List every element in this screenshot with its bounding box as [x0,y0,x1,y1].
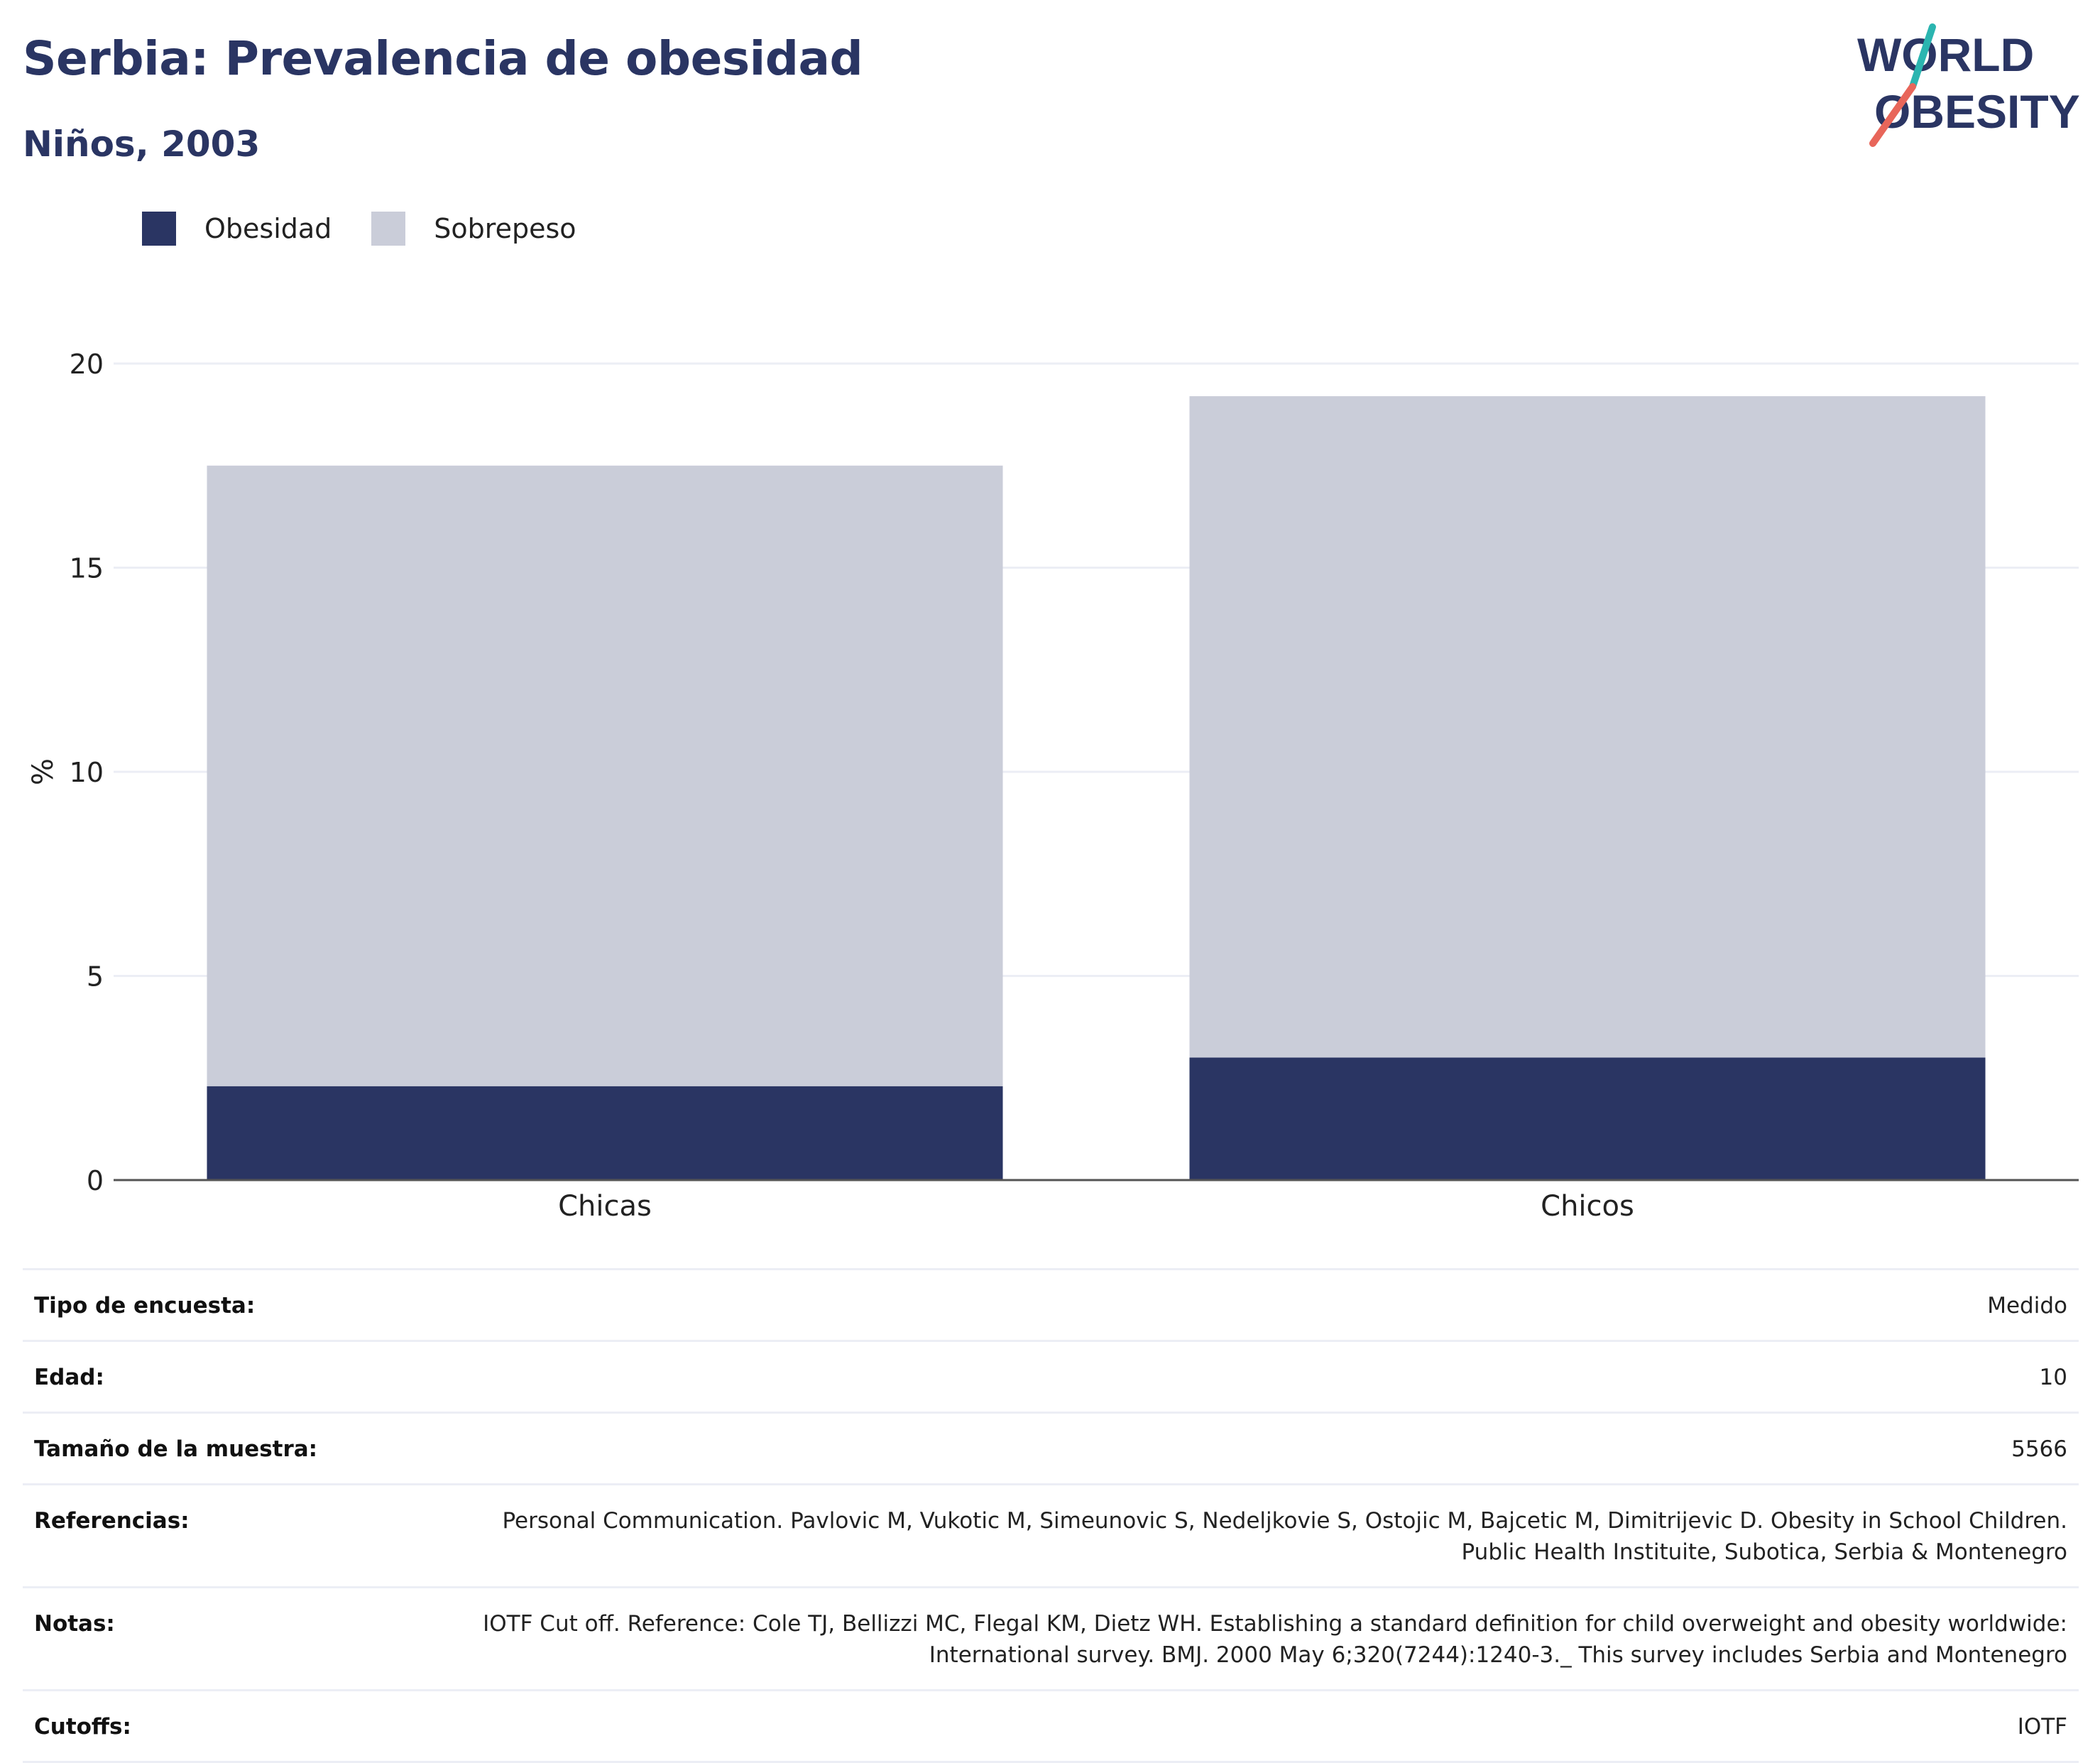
meta-row-sample-size: Tamaño de la muestra: 5566 [23,1412,2079,1483]
meta-label: Referencias: [34,1508,190,1534]
legend-swatch-sobrepeso [371,212,406,246]
bar-obesidad-chicos [1189,1057,1986,1180]
bar-sobrepeso-chicas [207,465,1003,1086]
meta-value: Personal Communication. Pavlovic M, Vuko… [502,1508,2067,1565]
y-axis-label: % [27,758,60,785]
y-tick-label: 5 [87,961,104,993]
meta-value: 10 [2039,1365,2067,1390]
bar-chart: 0 5 10 15 20% Chicas Chicos [27,349,2079,1223]
y-tick-label: 15 [70,553,104,584]
meta-value: IOTF [2017,1714,2067,1740]
legend-item-sobrepeso[interactable]: Sobrepeso [371,212,576,246]
legend-label-sobrepeso: Sobrepeso [434,213,576,244]
legend-item-obesidad[interactable]: Obesidad [142,212,332,246]
meta-label: Cutoffs: [34,1714,131,1740]
meta-label: Notas: [34,1611,115,1637]
legend-swatch-obesidad [142,212,176,246]
x-tick-label: Chicos [1541,1190,1634,1223]
x-tick-label: Chicas [558,1190,652,1223]
meta-label: Tipo de encuesta: [34,1293,256,1319]
meta-label: Edad: [34,1365,104,1390]
bar-obesidad-chicas [207,1086,1003,1180]
survey-info-table: Tipo de encuesta: Medido Edad: 10 Tamaño… [23,1268,2079,1763]
y-tick-label: 0 [87,1165,104,1196]
svg-text:WORLD: WORLD [1857,28,2034,81]
y-tick-label: 10 [70,757,104,788]
meta-row-survey-type: Tipo de encuesta: Medido [23,1268,2079,1340]
bar-sobrepeso-chicos [1189,396,1986,1058]
meta-row-references: Referencias: Personal Communication. Pav… [23,1483,2079,1586]
chart-subtitle: Niños, 2003 [23,124,261,165]
meta-row-age: Edad: 10 [23,1340,2079,1412]
meta-row-cutoffs: Cutoffs: IOTF [23,1689,2079,1763]
y-tick-label: 20 [70,349,104,380]
meta-label: Tamaño de la muestra: [34,1436,318,1462]
chart-title: Serbia: Prevalencia de obesidad [23,31,863,86]
meta-row-notes: Notas: IOTF Cut off. Reference: Cole TJ,… [23,1586,2079,1689]
legend-label-obesidad: Obesidad [204,213,332,244]
world-obesity-logo: WORLD OBESITY [1857,23,2080,147]
meta-value: 5566 [2011,1436,2067,1462]
meta-value: IOTF Cut off. Reference: Cole TJ, Belliz… [483,1611,2067,1668]
meta-value: Medido [1987,1293,2067,1319]
legend: Obesidad Sobrepeso [142,212,616,246]
